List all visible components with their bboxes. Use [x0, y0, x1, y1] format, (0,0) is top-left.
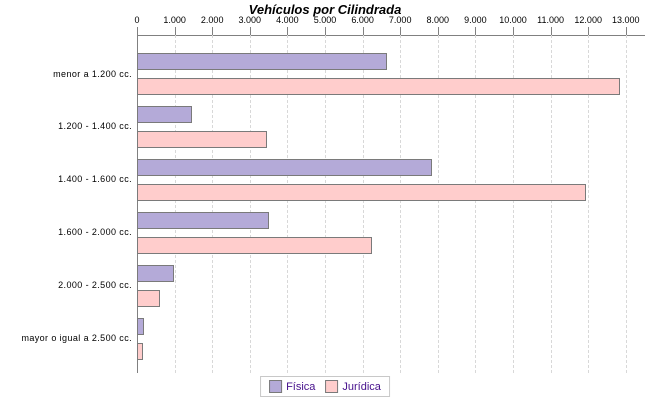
bar-juridica	[137, 183, 587, 201]
bar-juridica	[137, 78, 621, 95]
x-tick-mark	[513, 27, 514, 35]
x-tick-mark	[212, 27, 214, 35]
gridline	[550, 35, 552, 373]
x-axis-line	[137, 35, 645, 36]
category-label: 2.000 - 2.500 cc.	[58, 280, 132, 291]
x-tick-mark	[588, 27, 590, 35]
x-tick-label: 7.000	[388, 15, 412, 25]
gridline	[249, 35, 251, 373]
x-tick-mark	[174, 27, 176, 35]
gridline	[588, 35, 590, 373]
bar-fisica	[137, 105, 192, 123]
legend-label-juridica: Jurídica	[342, 380, 381, 393]
y-axis-line	[137, 35, 138, 373]
category-label: 1.200 - 1.400 cc.	[58, 121, 132, 132]
bar-fisica	[137, 158, 433, 176]
x-tick-label: 13.000	[612, 15, 640, 25]
x-tick-label: 5.000	[313, 15, 337, 25]
x-tick-mark	[287, 27, 289, 35]
x-tick-mark	[475, 27, 477, 35]
x-tick-label: 1.000	[163, 15, 186, 25]
gridline	[362, 35, 364, 373]
gridline	[513, 35, 514, 373]
gridline	[437, 35, 439, 373]
bar-fisica	[137, 53, 388, 70]
legend-label-fisica: Física	[286, 380, 316, 393]
bar-juridica	[137, 289, 161, 307]
x-tick-label: 4.000	[276, 15, 299, 25]
x-tick-mark	[137, 27, 138, 35]
legend-item-fisica: Física	[269, 380, 315, 393]
x-tick-mark	[625, 27, 627, 35]
legend: Física Jurídica	[260, 376, 390, 397]
x-tick-label: 0	[134, 15, 140, 25]
x-tick-label: 2.000	[200, 15, 224, 25]
x-tick-mark	[362, 27, 364, 35]
x-tick-mark	[325, 27, 326, 35]
bar-juridica	[137, 342, 144, 360]
x-tick-label: 10.000	[499, 15, 527, 25]
x-tick-label: 12.000	[574, 15, 602, 25]
bar-fisica	[137, 264, 174, 282]
gridline	[174, 35, 176, 373]
x-tick-mark	[400, 27, 402, 35]
x-tick-label: 8.000	[426, 15, 450, 25]
bar-juridica	[137, 130, 267, 148]
category-label: mayor o igual a 2.500 cc.	[21, 333, 132, 343]
gridline	[475, 35, 477, 373]
gridline	[325, 35, 326, 373]
category-label: 1.600 - 2.000 cc.	[58, 227, 132, 238]
legend-swatch-juridica	[325, 380, 339, 393]
gridline	[625, 35, 627, 373]
x-tick-mark	[550, 27, 552, 35]
bar-fisica	[137, 317, 144, 335]
x-tick-label: 3.000	[238, 15, 262, 25]
chart-title: Vehículos por Cilindrada	[248, 2, 402, 17]
category-label: menor a 1.200 cc.	[53, 68, 132, 79]
bar-juridica	[137, 236, 373, 254]
legend-item-juridica: Jurídica	[325, 380, 381, 393]
x-tick-mark	[437, 27, 439, 35]
x-tick-label: 9.000	[464, 15, 487, 25]
x-tick-label: 11.000	[537, 15, 565, 25]
gridline	[400, 35, 402, 373]
gridline	[287, 35, 289, 373]
x-tick-label: 6.000	[351, 15, 374, 25]
legend-swatch-fisica	[269, 380, 283, 393]
category-label: 1.400 - 1.600 cc.	[58, 174, 132, 185]
gridline	[212, 35, 214, 373]
x-tick-mark	[249, 27, 251, 35]
bar-fisica	[137, 211, 269, 229]
